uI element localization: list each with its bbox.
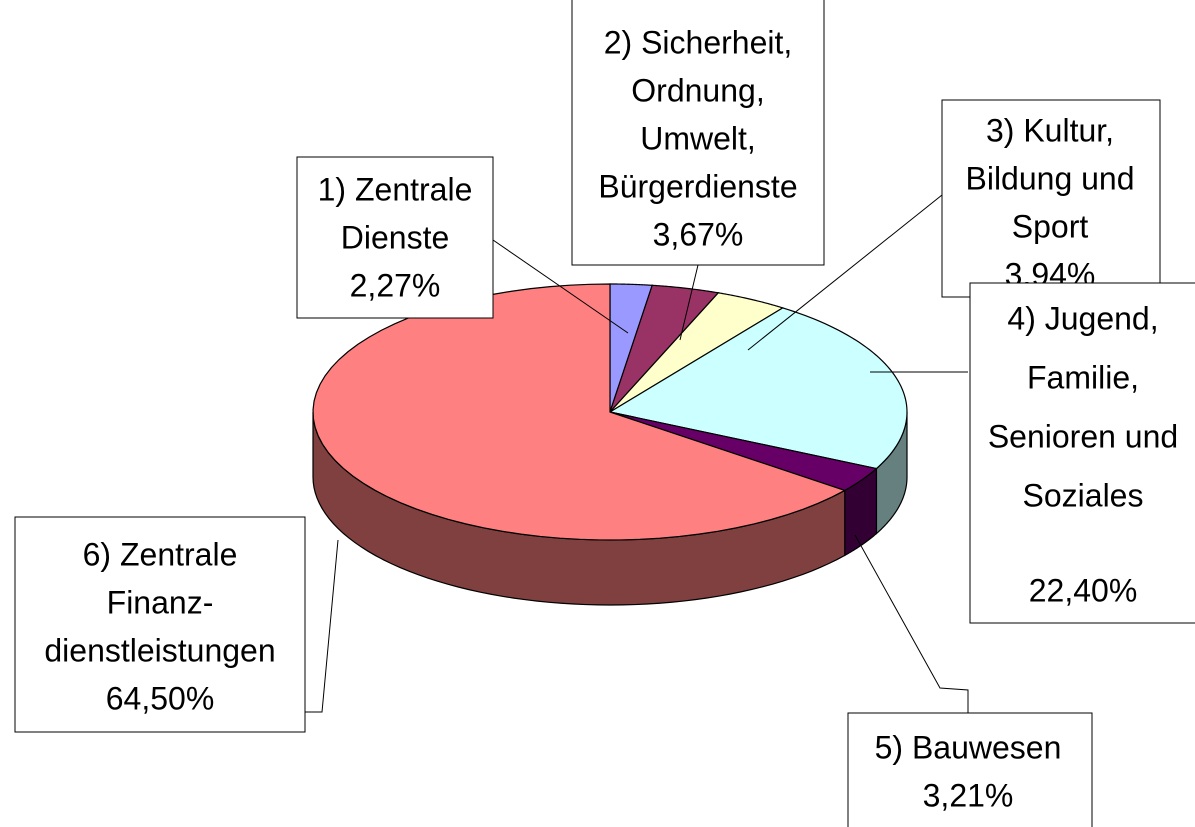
category-label: 4) Jugend, <box>1007 300 1158 336</box>
category-label: Soziales <box>1023 477 1144 513</box>
category-label: 3) Kultur, <box>986 112 1114 148</box>
slice <box>608 307 908 470</box>
label-box <box>941 99 1161 298</box>
value-label: 3,21% <box>923 777 1014 813</box>
label-box <box>14 516 306 733</box>
leader-line <box>679 264 699 341</box>
value-label: 2,27% <box>350 267 441 303</box>
leader-line <box>492 239 629 334</box>
category-label: 1) Zentrale <box>318 171 473 207</box>
category-label: Familie, <box>1027 359 1139 395</box>
leader-line <box>747 194 943 351</box>
category-label: Sport <box>1012 208 1089 244</box>
label-box <box>296 156 494 319</box>
category-label: 5) Bauwesen <box>875 729 1062 765</box>
leader-line <box>305 539 339 713</box>
leader-line <box>854 534 969 713</box>
category-label: dienstleistungen <box>44 632 275 668</box>
category-label: Bildung und <box>965 160 1134 196</box>
label-box <box>571 0 825 266</box>
category-label: Senioren und <box>988 418 1178 454</box>
label-box <box>969 282 1195 624</box>
slice <box>609 284 720 413</box>
category-label: Dienste <box>341 219 450 255</box>
value-label: 22,40% <box>1029 572 1138 608</box>
value-label: 64,50% <box>106 680 215 716</box>
category-label: Finanz- <box>107 584 214 620</box>
slice <box>609 411 878 492</box>
value-label: 3,67% <box>653 216 744 252</box>
category-label: Bürgerdienste <box>598 168 797 204</box>
slice <box>609 292 785 413</box>
label-box <box>847 712 1093 827</box>
category-label: Umwelt, <box>640 120 756 156</box>
category-label: Ordnung, <box>631 72 764 108</box>
category-label: 2) Sicherheit, <box>604 24 793 60</box>
category-label: 6) Zentrale <box>83 536 238 572</box>
